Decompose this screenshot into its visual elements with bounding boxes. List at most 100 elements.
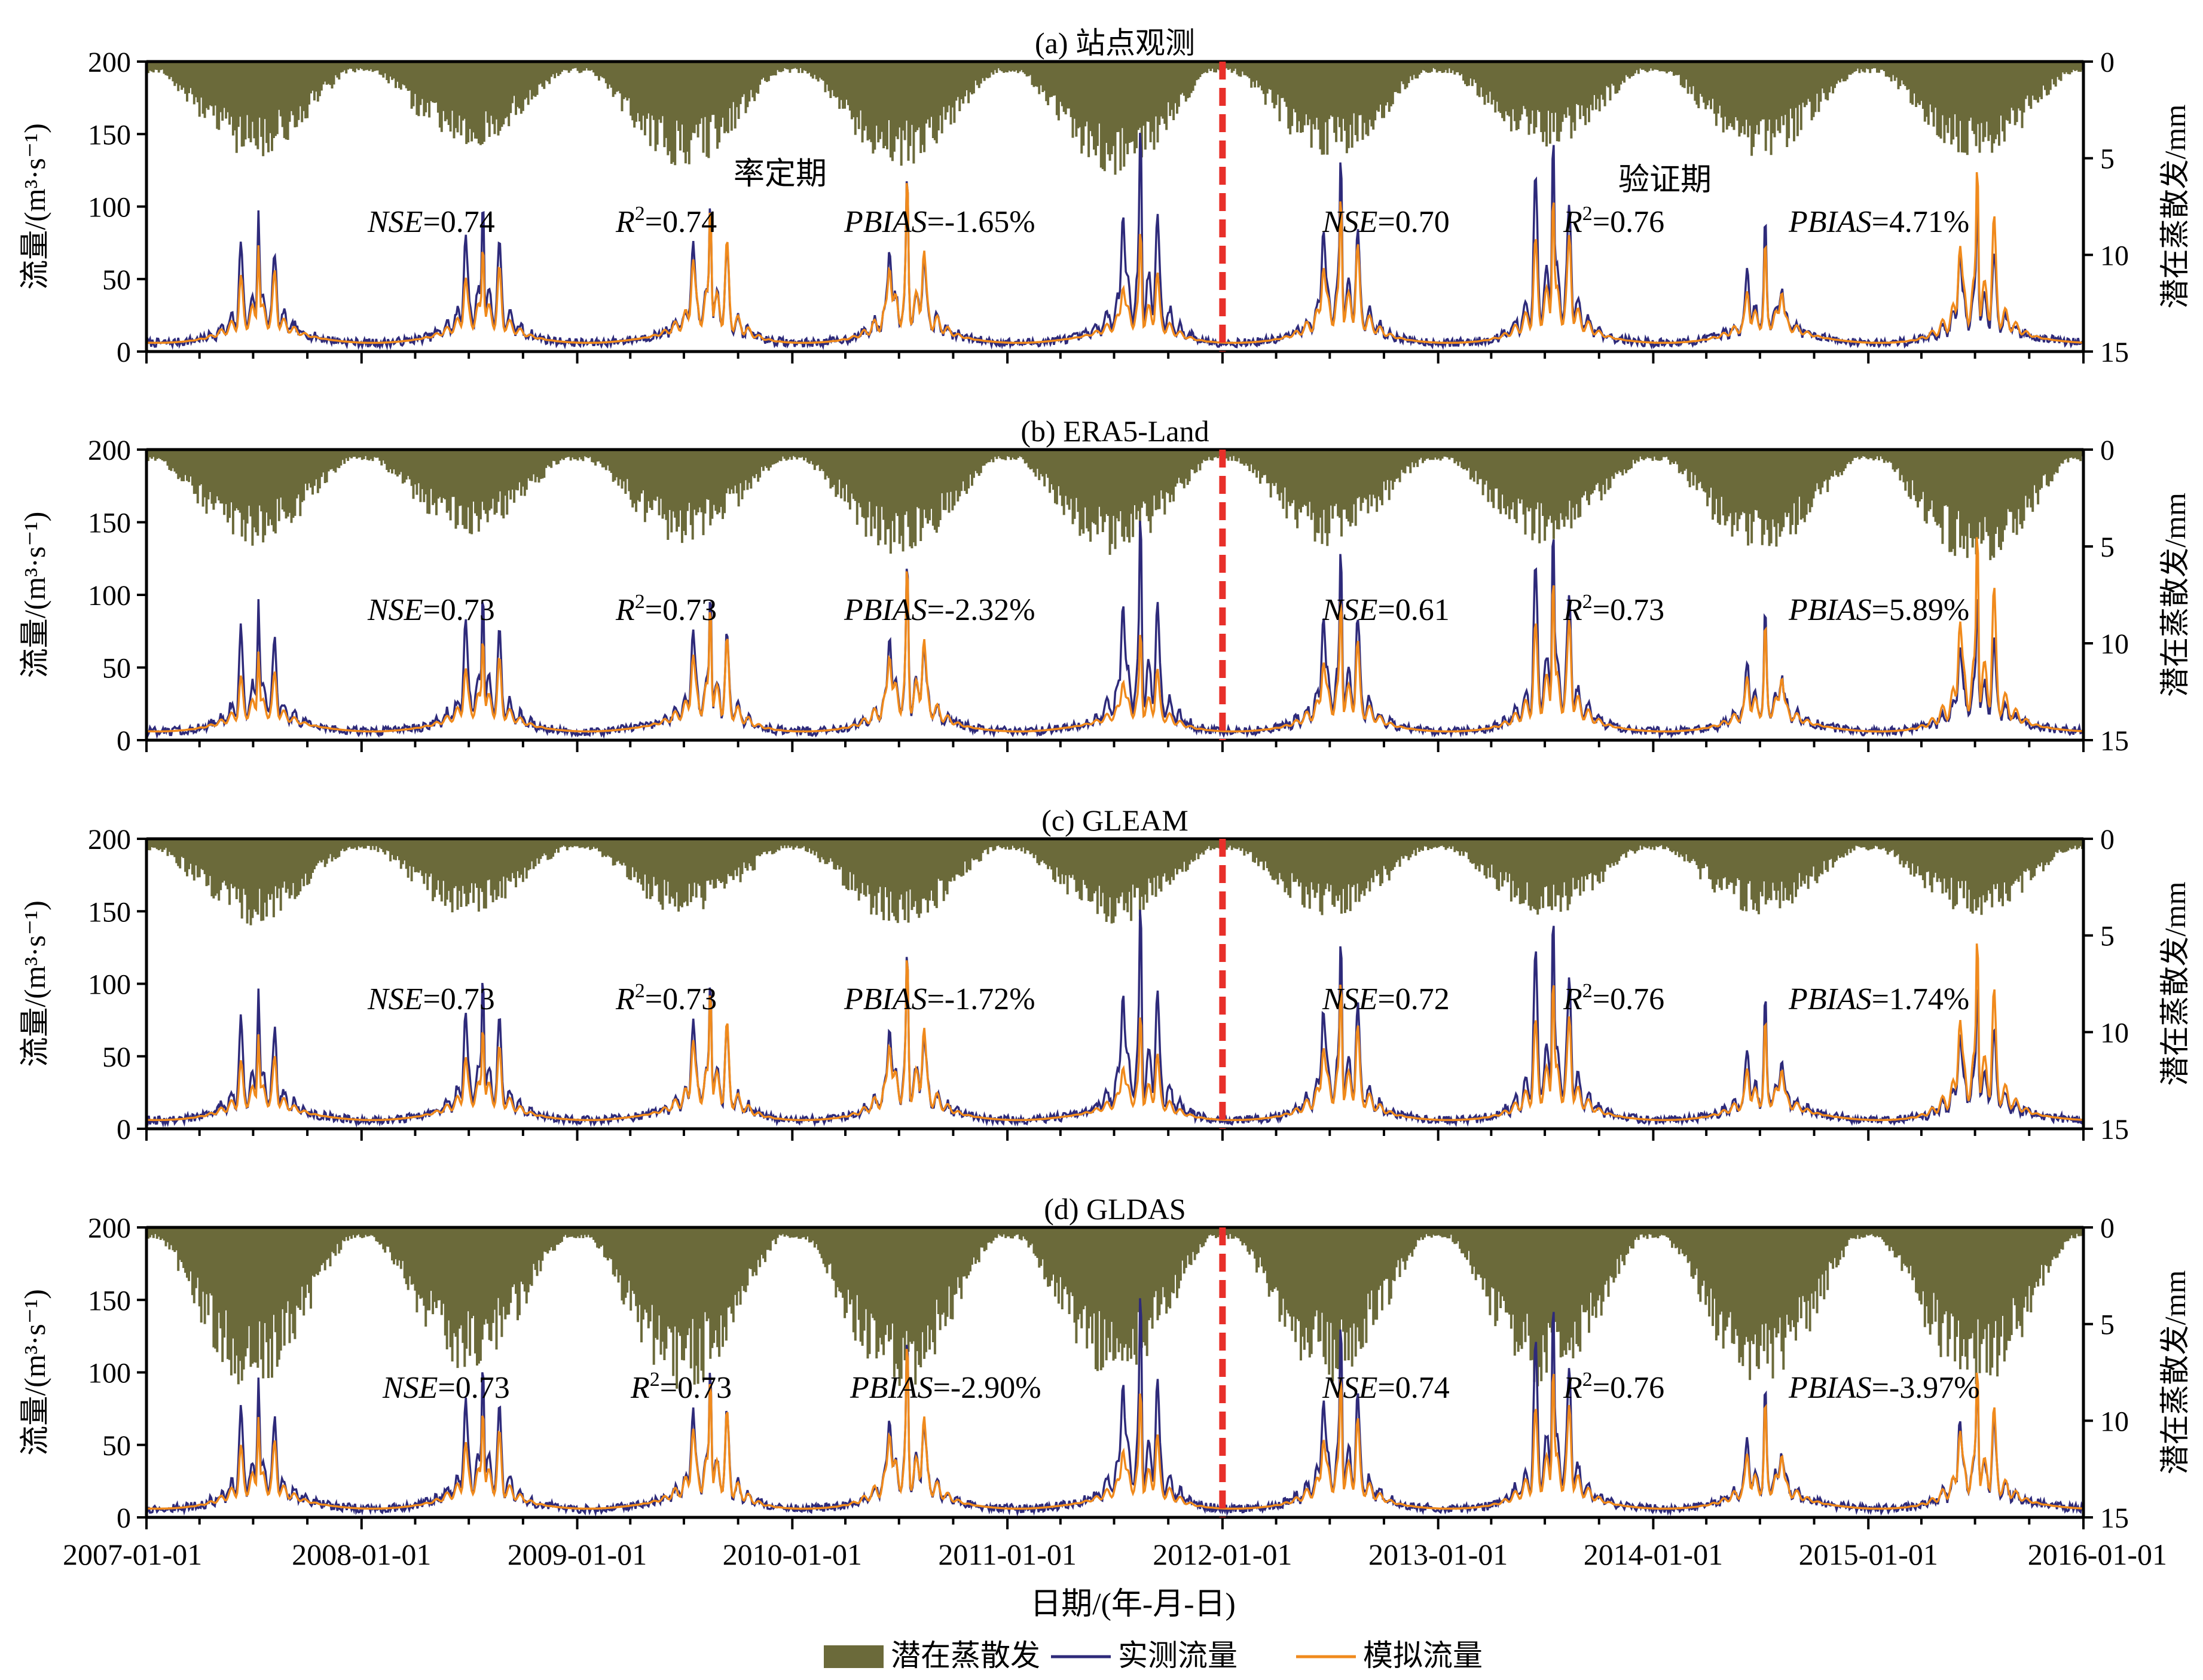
validation-r2: R2=0.76 (1563, 980, 1664, 1016)
x-tick-label: 2010-01-01 (723, 1538, 862, 1571)
observed-flow-line (145, 133, 2084, 351)
panel-title: (c) GLEAM (1041, 804, 1188, 837)
validation-pbias: PBIAS=5.89% (1788, 593, 1969, 627)
y-left-tick-label: 150 (88, 896, 131, 928)
y-right-tick-label: 15 (2100, 1114, 2129, 1146)
y-left-axis-label: 流量/(m³·s⁻¹) (18, 512, 51, 679)
y-right-tick-label: 5 (2100, 532, 2115, 563)
x-tick-label: 2007-01-01 (63, 1538, 202, 1571)
validation-pbias: PBIAS=-3.97% (1788, 1371, 1980, 1405)
x-tick-label: 2009-01-01 (508, 1538, 647, 1571)
calibration-pbias: PBIAS=-1.65% (844, 205, 1035, 239)
calibration-period-label: 率定期 (734, 157, 827, 191)
y-right-tick-label: 10 (2100, 240, 2129, 271)
y-left-tick-label: 150 (88, 119, 131, 151)
calibration-nse: NSE=0.73 (367, 593, 495, 627)
y-right-tick-label: 5 (2100, 1309, 2115, 1341)
panel-title: (a) 站点观测 (1035, 26, 1195, 60)
calibration-nse: NSE=0.73 (382, 1371, 510, 1405)
validation-period-label: 验证期 (1618, 163, 1712, 197)
calibration-nse: NSE=0.73 (367, 982, 495, 1016)
panel-3: (c) GLEAM 0 50 100 150 200 0 5 10 15 流量/(m³·s⁻¹) 潜在… (18, 804, 2192, 1146)
legend-observed-label: 实测流量 (1118, 1639, 1238, 1672)
y-right-axis-label: 潜在蒸散发/mm (2158, 493, 2192, 697)
simulated-flow-line (146, 537, 2083, 733)
y-right-axis-label: 潜在蒸散发/mm (2158, 882, 2192, 1086)
y-right-tick-label: 15 (2100, 725, 2129, 757)
y-left-tick-label: 100 (88, 580, 131, 612)
pet-bars (145, 839, 2083, 925)
y-left-tick-label: 200 (88, 47, 131, 78)
validation-nse: NSE=0.70 (1322, 205, 1450, 239)
panel-2: (b) ERA5-Land 0 50 100 150 200 0 5 10 15 流量/(m³·s⁻… (18, 414, 2192, 757)
observed-flow-line (145, 521, 2084, 740)
validation-nse: NSE=0.74 (1322, 1371, 1450, 1405)
calibration-pbias: PBIAS=-2.90% (850, 1371, 1041, 1405)
y-right-tick-label: 5 (2100, 921, 2115, 952)
y-left-axis-label: 流量/(m³·s⁻¹) (18, 123, 51, 290)
y-right-tick-label: 10 (2100, 1017, 2129, 1049)
x-tick-label: 2012-01-01 (1153, 1538, 1292, 1571)
y-left-tick-label: 100 (88, 192, 131, 224)
observed-flow-line (145, 909, 2084, 1128)
validation-r2: R2=0.73 (1563, 591, 1664, 627)
calibration-pbias: PBIAS=-2.32% (844, 593, 1035, 627)
y-left-tick-label: 0 (117, 725, 131, 757)
y-left-tick-label: 50 (102, 1041, 131, 1073)
validation-r2: R2=0.76 (1563, 1369, 1664, 1405)
y-right-tick-label: 15 (2100, 1502, 2129, 1534)
y-left-axis-label: 流量/(m³·s⁻¹) (18, 1289, 51, 1456)
calibration-r2: R2=0.74 (615, 203, 717, 239)
y-left-tick-label: 100 (88, 1358, 131, 1389)
panel-title: (b) ERA5-Land (1020, 414, 1209, 448)
legend-pet-label: 潜在蒸散发 (891, 1639, 1040, 1672)
y-right-tick-label: 0 (2100, 1212, 2115, 1244)
panel-4: (d) GLDAS 0 50 100 150 200 0 5 10 15 流量/(m³·s⁻¹) 潜在… (18, 1192, 2192, 1534)
x-tick-label: 2011-01-01 (938, 1538, 1076, 1571)
y-left-axis-label: 流量/(m³·s⁻¹) (18, 900, 51, 1067)
y-right-axis-label: 潜在蒸散发/mm (2158, 1270, 2192, 1475)
y-left-tick-label: 200 (88, 435, 131, 466)
y-left-tick-label: 100 (88, 969, 131, 1001)
y-right-tick-label: 10 (2100, 628, 2129, 660)
y-right-tick-label: 15 (2100, 337, 2129, 368)
y-right-tick-label: 0 (2100, 435, 2115, 466)
simulated-flow-line (146, 172, 2083, 344)
calibration-nse: NSE=0.74 (367, 205, 495, 239)
x-tick-labels: 2007-01-01 2008-01-01 2009-01-01 2010-01-01… (63, 1538, 2167, 1571)
validation-nse: NSE=0.72 (1322, 982, 1450, 1016)
x-tick-label: 2016-01-01 (2028, 1538, 2167, 1571)
x-tick-label: 2014-01-01 (1584, 1538, 1723, 1571)
y-right-tick-label: 10 (2100, 1406, 2129, 1437)
legend-simulated-label: 模拟流量 (1363, 1639, 1483, 1672)
simulated-flow-line (146, 943, 2083, 1122)
y-right-tick-label: 5 (2100, 143, 2115, 175)
y-right-tick-label: 0 (2100, 824, 2115, 856)
y-left-tick-label: 0 (117, 1502, 131, 1534)
legend: 潜在蒸散发 实测流量 模拟流量 (824, 1639, 1483, 1672)
x-tick-label: 2013-01-01 (1368, 1538, 1508, 1571)
calibration-r2: R2=0.73 (630, 1369, 732, 1405)
y-left-tick-label: 0 (117, 337, 131, 368)
y-left-tick-label: 50 (102, 653, 131, 685)
validation-r2: R2=0.76 (1563, 203, 1664, 239)
pet-bars (145, 450, 2083, 560)
x-tick-label: 2008-01-01 (292, 1538, 431, 1571)
validation-nse: NSE=0.61 (1322, 593, 1450, 627)
validation-pbias: PBIAS=4.71% (1788, 205, 1969, 239)
y-left-tick-label: 50 (102, 1430, 131, 1462)
legend-pet-swatch (824, 1645, 884, 1668)
calibration-r2: R2=0.73 (615, 980, 717, 1016)
y-right-tick-label: 0 (2100, 47, 2115, 78)
calibration-r2: R2=0.73 (615, 591, 717, 627)
pet-bars (145, 1227, 2083, 1389)
pet-bars (145, 62, 2083, 175)
simulated-flow-line (146, 1349, 2083, 1510)
validation-pbias: PBIAS=1.74% (1788, 982, 1969, 1016)
y-left-tick-label: 200 (88, 824, 131, 856)
y-left-tick-label: 200 (88, 1212, 131, 1244)
x-axis-label: 日期/(年-月-日) (1030, 1587, 1236, 1621)
y-left-tick-label: 150 (88, 1285, 131, 1316)
